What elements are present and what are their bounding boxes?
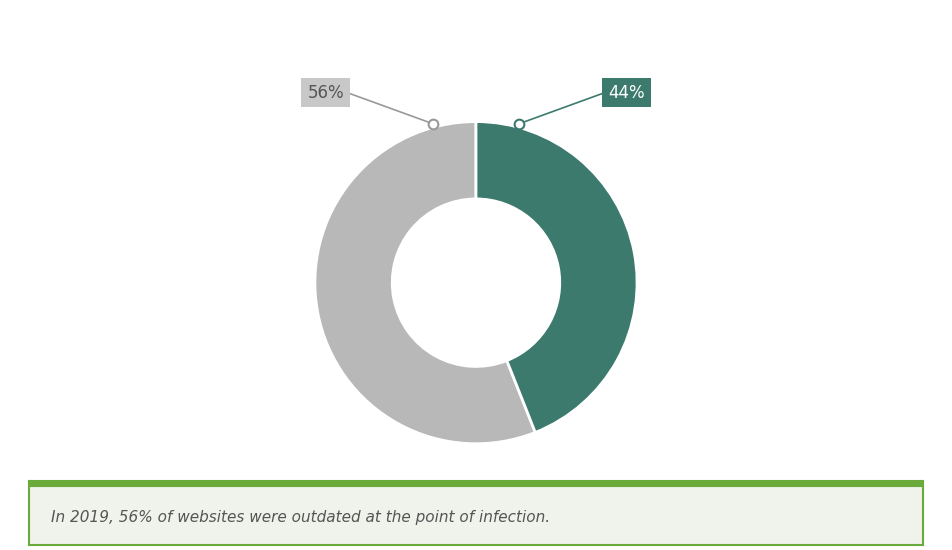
Text: 56%: 56% [307,84,344,102]
Text: In 2019, 56% of websites were outdated at the point of infection.: In 2019, 56% of websites were outdated a… [51,510,550,525]
Legend: Outdated, Updated: Outdated, Updated [358,502,594,531]
Wedge shape [476,122,637,432]
Text: 44%: 44% [608,84,645,102]
Wedge shape [315,122,535,444]
